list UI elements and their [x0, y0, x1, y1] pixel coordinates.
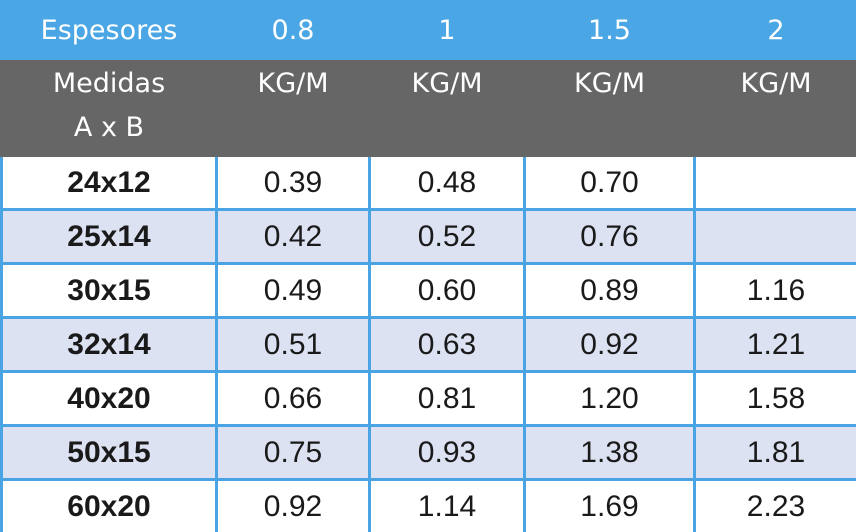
- header-cell: 1: [368, 0, 526, 60]
- weight-cell: 0.51: [215, 316, 371, 373]
- weight-cell: 0.93: [368, 424, 526, 481]
- weight-cell: 0.42: [215, 208, 371, 265]
- weight-cell: 1.21: [693, 316, 856, 373]
- weight-cell: 0.49: [215, 262, 371, 319]
- header-cell: 2: [693, 0, 856, 60]
- data-row: 60x20 0.92 1.14 1.69 2.23: [0, 478, 856, 532]
- size-cell: 50x15: [0, 424, 218, 481]
- data-row: 50x15 0.75 0.93 1.38 1.81: [0, 424, 856, 481]
- header-cell: KG/M: [368, 57, 526, 157]
- size-cell: 60x20: [0, 478, 218, 532]
- header-cell: KG/M: [693, 57, 856, 157]
- weight-cell: 0.92: [215, 478, 371, 532]
- weight-cell: 0.48: [368, 154, 526, 211]
- weight-cell: 1.14: [368, 478, 526, 532]
- header-cell: KG/M: [523, 57, 696, 157]
- weight-cell: 0.63: [368, 316, 526, 373]
- size-cell: 32x14: [0, 316, 218, 373]
- size-cell: 25x14: [0, 208, 218, 265]
- header-cell: Medidas A x B: [0, 57, 218, 157]
- data-row: 32x14 0.51 0.63 0.92 1.21: [0, 316, 856, 373]
- weight-cell: 0.66: [215, 370, 371, 427]
- data-row: 40x20 0.66 0.81 1.20 1.58: [0, 370, 856, 427]
- size-cell: 30x15: [0, 262, 218, 319]
- header-cell: 1.5: [523, 0, 696, 60]
- weight-cell: 1.69: [523, 478, 696, 532]
- data-row: 25x14 0.42 0.52 0.76: [0, 208, 856, 265]
- size-cell: 40x20: [0, 370, 218, 427]
- weight-cell: 0.92: [523, 316, 696, 373]
- weight-cell: 1.81: [693, 424, 856, 481]
- weight-cell: 0.75: [215, 424, 371, 481]
- weight-cell: 1.20: [523, 370, 696, 427]
- weight-cell: 1.38: [523, 424, 696, 481]
- size-cell: 24x12: [0, 154, 218, 211]
- weight-cell: 0.39: [215, 154, 371, 211]
- weight-cell: 0.60: [368, 262, 526, 319]
- weight-cell: [693, 154, 856, 211]
- weight-cell: [693, 208, 856, 265]
- data-row: 24x12 0.39 0.48 0.70: [0, 154, 856, 211]
- weight-cell: 0.81: [368, 370, 526, 427]
- weight-cell: 2.23: [693, 478, 856, 532]
- header-cell: Espesores: [0, 0, 218, 60]
- weight-cell: 0.70: [523, 154, 696, 211]
- header-cell: KG/M: [215, 57, 371, 157]
- weight-cell: 0.89: [523, 262, 696, 319]
- weight-cell: 1.16: [693, 262, 856, 319]
- header-row: Medidas A x B KG/M KG/M KG/M KG/M: [0, 57, 856, 157]
- weight-cell: 1.58: [693, 370, 856, 427]
- header-cell: 0.8: [215, 0, 371, 60]
- header-row: Espesores 0.8 1 1.5 2: [0, 0, 856, 60]
- weight-cell: 0.52: [368, 208, 526, 265]
- weight-cell: 0.76: [523, 208, 696, 265]
- data-row: 30x15 0.49 0.60 0.89 1.16: [0, 262, 856, 319]
